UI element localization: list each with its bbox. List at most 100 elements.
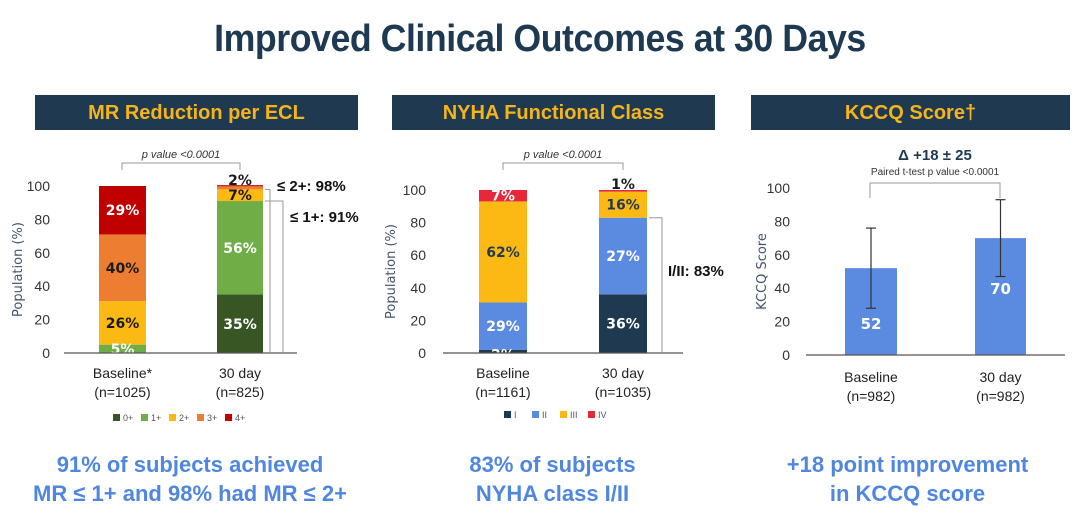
- chart1-bar-segment-III: [599, 191, 647, 218]
- chart0-legend-swatch: [113, 414, 120, 421]
- chart0-ytick-label: 0: [42, 345, 50, 361]
- chart0-bar-segment-2+: [217, 189, 263, 202]
- chart0-cumulative-label: ≤ 2+: 98%: [277, 178, 346, 195]
- chart0-bar-segment-3+: [217, 186, 263, 190]
- chart1-category-label: Baseline: [476, 365, 530, 381]
- chart1-ytick-label: 100: [403, 182, 427, 198]
- chart0-legend-swatch: [197, 414, 204, 421]
- chart0-bar-segment-0+: [217, 294, 263, 353]
- chart0-data-label: 26%: [106, 316, 140, 332]
- chart0-data-label: 29%: [106, 203, 140, 219]
- chart0-bar-segment-1+: [217, 201, 263, 295]
- chart2-data-label: 70: [990, 280, 1011, 298]
- kccq-summary: +18 point improvement in KCCQ score: [735, 450, 1080, 508]
- chart2-ytick-label: 60: [774, 247, 790, 263]
- chart0-legend-label: 0+: [123, 413, 133, 423]
- chart0-category-label: Baseline*: [93, 365, 153, 381]
- kccq-summary-line-2: in KCCQ score: [829, 481, 986, 506]
- mr-summary: 91% of subjects achieved MR ≤ 1+ and 98%…: [0, 450, 380, 508]
- mr-panel-header: MR Reduction per ECL: [35, 95, 358, 130]
- chart0-bar-segment-4+: [217, 185, 263, 187]
- chart2-ytick-label: 0: [782, 347, 790, 363]
- chart1-bar-segment-III: [479, 201, 527, 303]
- mr-summary-line-2: MR ≤ 1+ and 98% had MR ≤ 2+: [33, 481, 347, 506]
- chart2-data-label: 52: [861, 315, 882, 333]
- chart1-legend-label: IV: [598, 410, 607, 420]
- chart1-bar-segment-I: [479, 349, 527, 353]
- chart0-data-label: 35%: [223, 317, 257, 333]
- chart0-bar-segment-3+: [99, 234, 146, 302]
- chart1-category-n: (n=1161): [475, 384, 530, 400]
- chart1-legend-swatch: [560, 411, 567, 418]
- chart0-cumulative-bracket: [265, 200, 284, 353]
- chart0-legend-label: 4+: [235, 413, 245, 423]
- chart0-ytick-label: 100: [27, 178, 51, 194]
- chart0-ytick-label: 80: [34, 211, 50, 227]
- chart1-legend-swatch: [504, 411, 511, 418]
- chart0-legend-label: 2+: [179, 413, 189, 423]
- chart0-bar-segment-1+: [99, 344, 146, 353]
- chart1-data-label: 16%: [606, 198, 640, 214]
- chart0-bar-segment-2+: [99, 301, 146, 345]
- chart1-p-value-label: p value <0.0001: [523, 149, 603, 161]
- chart1-cumulative-label: I/II: 83%: [668, 263, 724, 280]
- chart0-bar-segment-4+: [99, 186, 146, 235]
- chart1-legend-label: II: [542, 410, 547, 420]
- chart2-ytick-label: 20: [774, 314, 790, 330]
- nyha-summary: 83% of subjects NYHA class I/II: [380, 450, 725, 508]
- nyha-summary-line-2: NYHA class I/II: [475, 481, 630, 506]
- nyha-summary-line-1: 83% of subjects: [469, 452, 636, 477]
- chart1-legend-label: I: [514, 410, 517, 420]
- chart1-bar-segment-IV: [599, 190, 647, 192]
- chart1-bar-segment-IV: [479, 190, 527, 202]
- chart2-category-label: Baseline: [844, 369, 898, 385]
- chart1-bar-segment-I: [599, 294, 647, 353]
- chart0-legend-swatch: [141, 414, 148, 421]
- chart0-ytick-label: 20: [34, 312, 50, 328]
- chart0-legend-label: 3+: [207, 413, 217, 423]
- chart1-ytick-label: 40: [410, 280, 426, 296]
- kccq-panel-header: KCCQ Score†: [751, 95, 1070, 130]
- chart2-ytick-label: 80: [774, 213, 790, 229]
- kccq-summary-line-1: +18 point improvement: [786, 452, 1029, 477]
- chart0-data-label: 40%: [106, 261, 140, 277]
- chart0-legend-label: 1+: [151, 413, 161, 423]
- chart0-category-n: (n=1025): [94, 384, 150, 400]
- chart0-cumulative-label: ≤ 1+: 91%: [290, 209, 359, 226]
- chart0-legend-swatch: [225, 414, 232, 421]
- chart0-p-value-label: p value <0.0001: [141, 149, 221, 161]
- chart0-data-label: 7%: [228, 188, 252, 204]
- mr-summary-line-1: 91% of subjects achieved: [56, 452, 324, 477]
- chart1-ytick-label: 20: [410, 312, 426, 328]
- chart2-category-n: (n=982): [847, 388, 896, 404]
- page-title: Improved Clinical Outcomes at 30 Days: [214, 18, 866, 60]
- chart1-bar-segment-II: [599, 217, 647, 295]
- chart1-p-value-bracket: [502, 162, 624, 170]
- chart1-ytick-label: 80: [410, 215, 426, 231]
- chart1-data-label: 36%: [606, 317, 640, 333]
- chart2-ytick-label: 40: [774, 280, 790, 296]
- nyha-panel-header: NYHA Functional Class: [392, 95, 715, 130]
- chart1-data-label: 1%: [611, 177, 635, 193]
- chart2-category-label: 30 day: [979, 369, 1021, 385]
- chart0-y-axis-label: Population (%): [11, 222, 26, 317]
- chart2-category-n: (n=982): [976, 388, 1025, 404]
- chart1-ytick-label: 60: [410, 247, 426, 263]
- chart0-category-n: (n=825): [216, 384, 265, 400]
- chart0-data-label: 5%: [111, 342, 135, 358]
- chart2-delta-label: Δ +18 ± 25: [898, 147, 972, 164]
- chart1-category-n: (n=1035): [595, 384, 651, 400]
- chart1-cumulative-bracket: [649, 217, 663, 353]
- chart1-bar-segment-II: [479, 302, 527, 350]
- chart1-data-label: 7%: [491, 189, 515, 205]
- chart1-y-axis-label: Population (%): [384, 224, 399, 319]
- chart1-ytick-label: 0: [418, 345, 426, 361]
- chart2-p-value-bracket: [869, 182, 1001, 198]
- chart0-p-value-bracket: [121, 162, 241, 170]
- chart1-legend-swatch: [532, 411, 539, 418]
- chart0-legend-swatch: [169, 414, 176, 421]
- chart0-data-label: 2%: [228, 173, 252, 189]
- chart1-data-label: 62%: [486, 245, 520, 261]
- chart2-ytick-label: 100: [767, 180, 791, 196]
- chart0-category-label: 30 day: [219, 365, 261, 381]
